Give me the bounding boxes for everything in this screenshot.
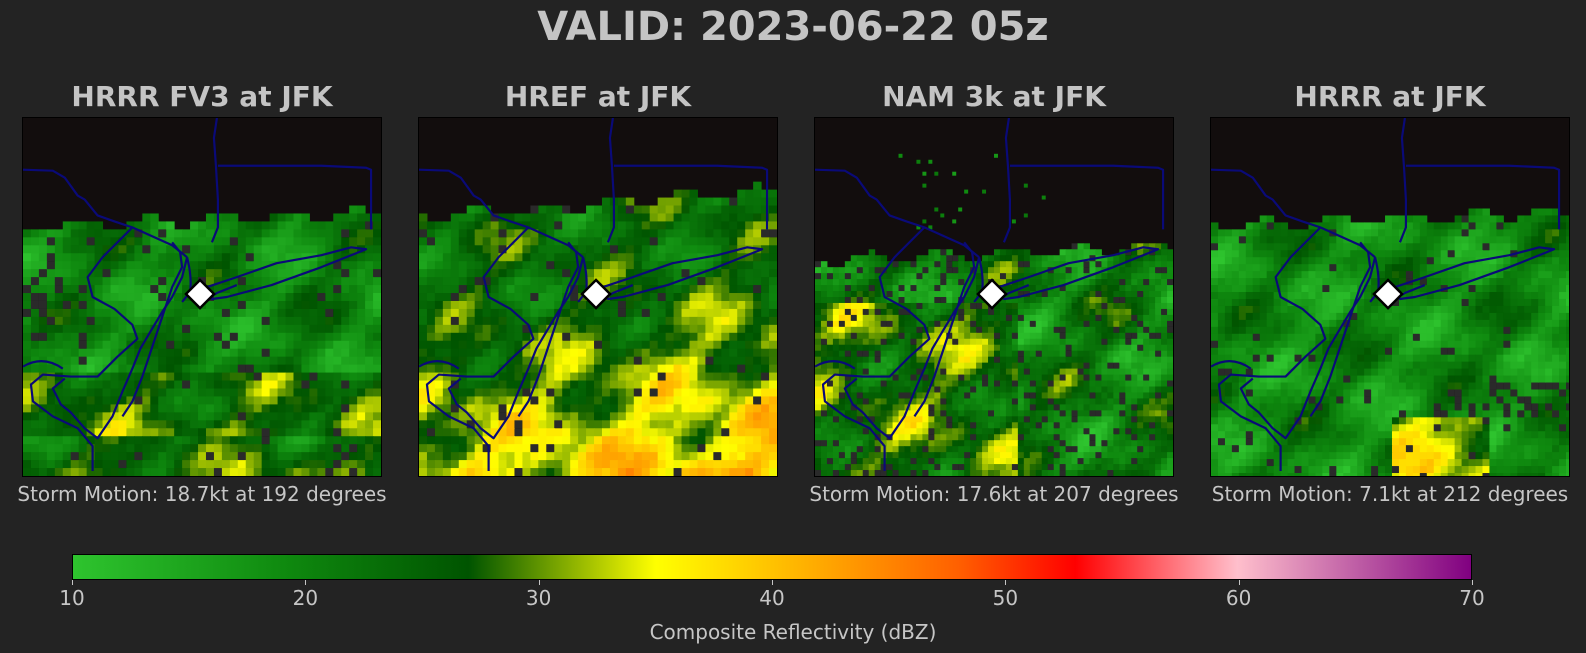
reflectivity-map [22,117,382,477]
storm-motion-text: Storm Motion: 17.6kt at 207 degrees [809,482,1179,506]
state-boundaries [1211,118,1561,472]
reflectivity-map [814,117,1174,477]
colorbar-tick-mark [72,580,73,585]
reflectivity-field [815,153,1173,476]
colorbar-tick-label: 50 [992,586,1019,610]
colorbar-tick-label: 70 [1459,586,1485,610]
colorbar-tick-mark [1005,580,1007,585]
colorbar-tick-mark [772,580,773,585]
colorbar-tick-mark [1472,580,1473,585]
valid-time-title: VALID: 2023-06-22 05z [537,4,1049,50]
state-boundaries [23,118,373,472]
colorbar-tick-label: 20 [292,586,319,610]
diamond-icon [184,278,216,310]
colorbar-tick-mark [1238,580,1240,585]
panel-title: HRRR FV3 at JFK [71,80,333,113]
panel-title: HREF at JFK [504,80,692,113]
colorbar-tick-label: 30 [525,586,552,610]
storm-motion-text: Storm Motion: 7.1kt at 212 degrees [1211,482,1569,506]
panel-title: NAM 3k at JFK [882,80,1106,113]
state-boundaries [419,118,769,472]
colorbar-tick-mark [305,580,307,585]
panel-title: HRRR at JFK [1294,80,1486,113]
reflectivity-map [418,117,778,477]
reflectivity-field [1211,208,1569,476]
reflectivity-colorbar [72,554,1472,580]
state-boundaries [815,118,1165,472]
colorbar-tick-label: 60 [1225,586,1252,610]
diamond-icon [1372,278,1404,310]
colorbar-tick-mark [538,580,540,585]
colorbar-tick-label: 10 [59,586,85,610]
reflectivity-field [419,181,777,476]
diamond-icon [976,278,1008,310]
storm-motion-text: Storm Motion: 18.7kt at 192 degrees [17,482,387,506]
diamond-icon [580,278,612,310]
colorbar-tick-label: 40 [759,586,785,610]
reflectivity-map [1210,117,1570,477]
reflectivity-field [23,205,381,476]
colorbar-label: Composite Reflectivity (dBZ) [649,620,937,644]
